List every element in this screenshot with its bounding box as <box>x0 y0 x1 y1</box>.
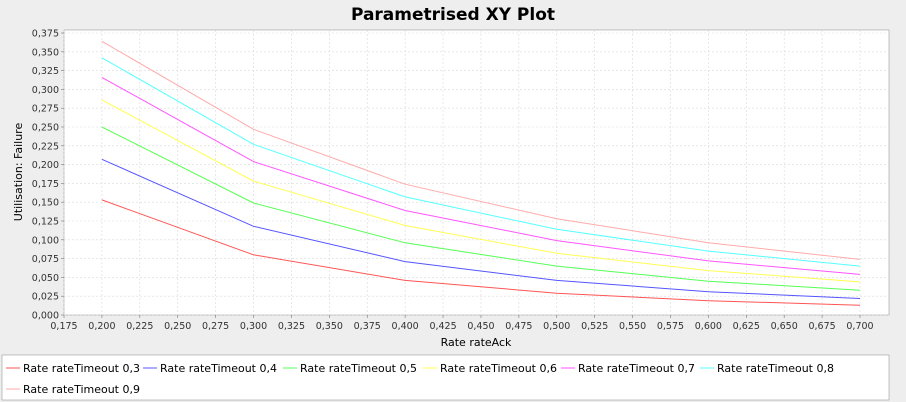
legend-label: Rate rateTimeout 0,5 <box>300 362 417 375</box>
plot-area <box>63 29 890 316</box>
x-axis-ticks: 0,175 0,200 0,225 0,250 0,275 0,300 0,325 0,350… <box>50 315 874 332</box>
y-tick-label: 0,050 <box>32 273 59 284</box>
x-tick-label: 0,300 <box>240 321 267 332</box>
x-tick-label: 0,650 <box>771 321 798 332</box>
y-axis-label: Utilisation: Failure <box>12 123 25 222</box>
y-tick-label: 0,175 <box>32 179 59 190</box>
x-tick-label: 0,625 <box>733 321 760 332</box>
series-line <box>101 57 861 267</box>
y-axis-ticks: 0,000 0,025 0,050 0,075 0,100 0,125 0,150 0,175… <box>32 29 64 322</box>
x-axis-label: Rate rateAck <box>441 336 512 349</box>
x-tick-label: 0,400 <box>392 321 419 332</box>
legend <box>1 354 890 401</box>
x-tick-label: 0,600 <box>695 321 722 332</box>
grid-lines <box>63 30 889 316</box>
x-tick-label: 0,325 <box>278 321 305 332</box>
chart-title: Parametrised XY Plot <box>351 5 555 25</box>
y-tick-label: 0,125 <box>32 217 59 228</box>
x-tick-label: 0,175 <box>50 321 77 332</box>
legend-label: Rate rateTimeout 0,4 <box>160 362 277 375</box>
y-tick-label: 0,200 <box>32 160 59 171</box>
y-tick-label: 0,300 <box>32 85 59 96</box>
y-tick-label: 0,275 <box>32 104 59 115</box>
legend-label: Rate rateTimeout 0,9 <box>23 383 140 396</box>
x-tick-label: 0,425 <box>429 321 456 332</box>
x-tick-label: 0,350 <box>316 321 343 332</box>
y-tick-label: 0,075 <box>32 254 59 265</box>
x-tick-label: 0,375 <box>354 321 381 332</box>
x-tick-label: 0,250 <box>164 321 191 332</box>
series-line <box>101 158 861 299</box>
series-line <box>101 199 861 306</box>
series-line <box>101 99 861 283</box>
x-tick-label: 0,675 <box>808 321 835 332</box>
legend-label: Rate rateTimeout 0,8 <box>717 362 834 375</box>
series-line <box>101 126 861 291</box>
x-tick-label: 0,450 <box>467 321 494 332</box>
y-tick-label: 0,350 <box>32 47 59 58</box>
y-tick-label: 0,375 <box>32 29 59 40</box>
x-tick-label: 0,550 <box>619 321 646 332</box>
x-tick-label: 0,575 <box>657 321 684 332</box>
x-tick-label: 0,275 <box>202 321 229 332</box>
y-tick-label: 0,025 <box>32 292 59 303</box>
y-tick-label: 0,225 <box>32 141 59 152</box>
series-lines <box>101 40 861 306</box>
legend-label: Rate rateTimeout 0,7 <box>578 362 695 375</box>
y-tick-label: 0,250 <box>32 123 59 134</box>
x-tick-label: 0,475 <box>505 321 532 332</box>
series-line <box>101 40 861 260</box>
legend-items: Rate rateTimeout 0,3 Rate rateTimeout 0,4… <box>6 362 834 396</box>
x-tick-label: 0,700 <box>846 321 873 332</box>
x-tick-label: 0,225 <box>126 321 153 332</box>
y-tick-label: 0,150 <box>32 198 59 209</box>
y-tick-label: 0,000 <box>32 311 59 322</box>
x-tick-label: 0,525 <box>581 321 608 332</box>
x-tick-label: 0,200 <box>88 321 115 332</box>
y-tick-label: 0,325 <box>32 66 59 77</box>
legend-label: Rate rateTimeout 0,3 <box>23 362 140 375</box>
y-tick-label: 0,100 <box>32 235 59 246</box>
legend-label: Rate rateTimeout 0,6 <box>440 362 557 375</box>
series-line <box>101 76 861 275</box>
x-tick-label: 0,500 <box>543 321 570 332</box>
